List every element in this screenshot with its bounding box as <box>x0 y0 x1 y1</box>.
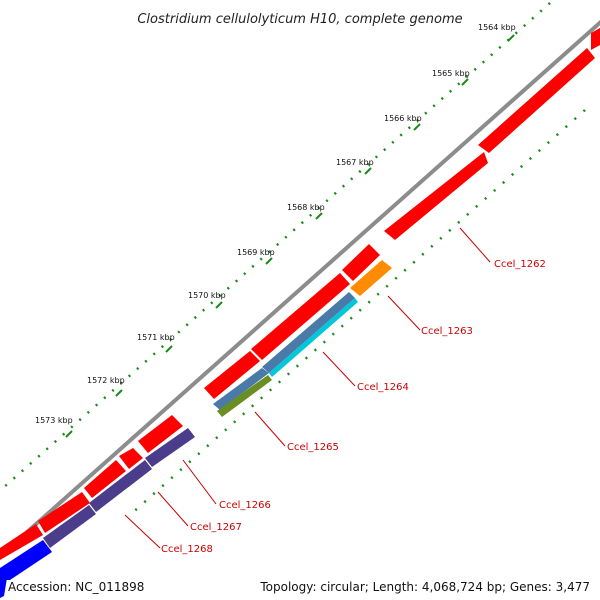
tick-label: 1572 kbp <box>87 376 125 385</box>
tick-mark <box>115 389 123 397</box>
cds-blue <box>0 540 52 580</box>
gene-label[interactable]: Ccel_1266 <box>219 500 271 511</box>
tick-mark <box>364 167 372 175</box>
cds-ccel-1263 <box>350 260 392 296</box>
tick-mark <box>215 301 223 309</box>
cds-forward <box>0 524 43 560</box>
cds-forward-ccel-1262 <box>384 152 488 240</box>
leader-line <box>459 227 491 263</box>
gene-label[interactable]: Ccel_1264 <box>357 382 409 393</box>
tick-marks <box>65 34 515 438</box>
reverse-strand-genes <box>0 260 392 598</box>
tick-label: 1566 kbp <box>384 114 422 123</box>
gene-label[interactable]: Ccel_1263 <box>421 326 473 337</box>
tick-label: 1565 kbp <box>432 69 470 78</box>
forward-strand-genes <box>0 28 600 560</box>
tick-mark <box>165 345 173 353</box>
leader-line <box>387 295 421 331</box>
tick-label: 1571 kbp <box>137 333 175 342</box>
cds-forward <box>138 415 183 453</box>
genome-backbone <box>0 19 600 559</box>
leader-line <box>124 514 161 549</box>
accession-text: Accession: NC_011898 <box>8 580 145 594</box>
cds-forward <box>119 448 143 469</box>
cds-forward <box>84 460 126 498</box>
cds-ccel-1265-a <box>213 368 269 410</box>
leader-line <box>254 411 286 447</box>
tick-label: 1568 kbp <box>287 203 325 212</box>
tick-label: 1569 kbp <box>237 248 275 257</box>
gene-label[interactable]: Ccel_1267 <box>190 522 242 533</box>
cds-blue-arrow <box>0 572 8 598</box>
gene-label[interactable]: Ccel_1265 <box>287 442 339 453</box>
gene-labels: Ccel_1262 Ccel_1263 Ccel_1264 Ccel_1265 … <box>161 259 546 555</box>
gene-label[interactable]: Ccel_1262 <box>494 259 546 270</box>
cds-ccel-1267 <box>89 460 152 512</box>
cds-ccel-1264 <box>269 298 358 377</box>
cds-forward <box>478 48 595 153</box>
leader-line <box>322 351 356 387</box>
tick-mark <box>413 123 421 131</box>
map-title: Clostridium cellulolyticum H10, complete… <box>137 12 462 27</box>
cds-ccel-1268 <box>43 505 96 548</box>
label-leader-lines <box>124 227 491 549</box>
outer-tick-ring <box>2 2 551 489</box>
cds-forward <box>38 492 90 533</box>
tick-mark <box>265 257 273 265</box>
tick-label: 1564 kbp <box>478 23 516 32</box>
tick-label: 1573 kbp <box>35 416 73 425</box>
genome-summary-text: Topology: circular; Length: 4,068,724 bp… <box>260 580 590 594</box>
tick-mark <box>315 212 323 220</box>
cds-ccel-1265 <box>217 375 272 417</box>
tick-label: 1570 kbp <box>188 291 226 300</box>
gene-label[interactable]: Ccel_1268 <box>161 544 213 555</box>
tick-mark <box>461 78 469 86</box>
tick-mark <box>507 34 515 42</box>
tick-label: 1567 kbp <box>336 158 374 167</box>
cds-forward <box>342 244 380 281</box>
cds-forward <box>591 28 600 50</box>
inner-tick-ring <box>129 109 586 516</box>
cds-forward <box>204 351 260 399</box>
leader-line <box>157 491 189 527</box>
tick-labels: 1564 kbp 1565 kbp 1566 kbp 1567 kbp 1568… <box>35 23 516 425</box>
cds-ccel-1264-a <box>262 292 355 373</box>
cds-forward <box>251 273 350 360</box>
cds-ccel-1266 <box>145 428 195 467</box>
leader-line <box>182 459 217 505</box>
tick-mark <box>65 430 73 438</box>
